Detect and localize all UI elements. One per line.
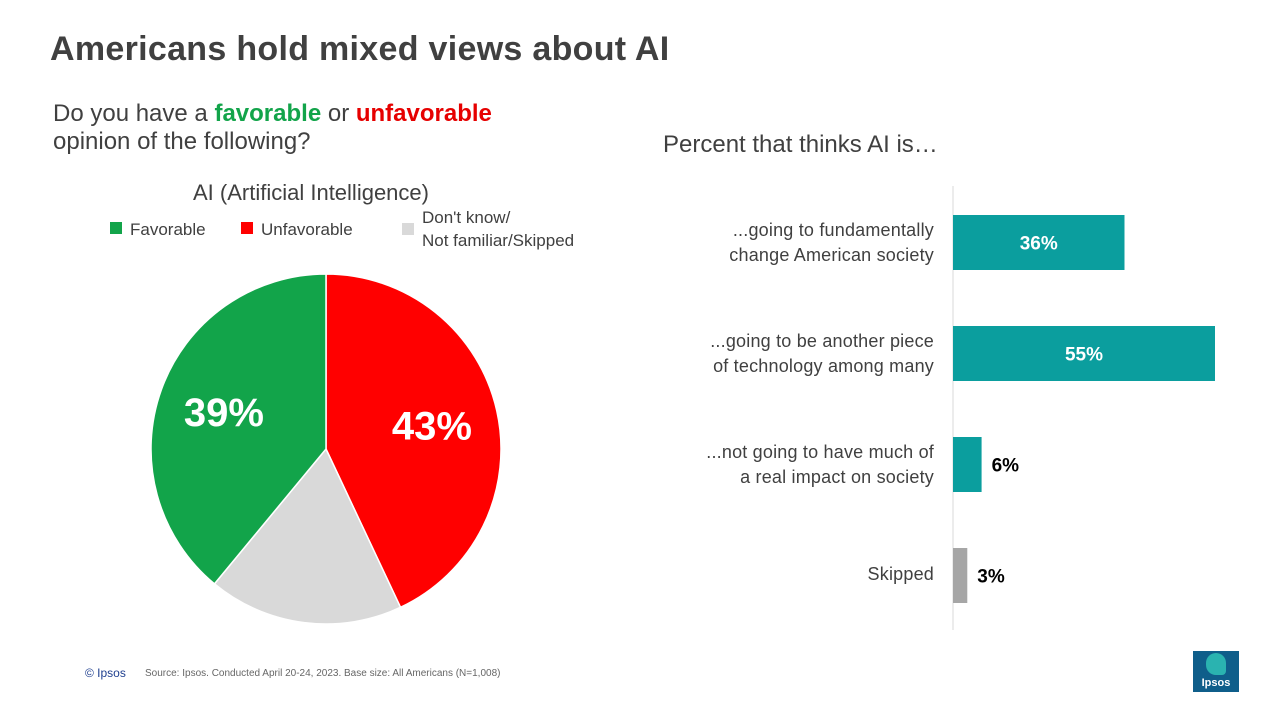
question-line2: opinion of the following? [53, 128, 311, 155]
legend-label-dont-know: Don't know/ Not familiar/Skipped [422, 206, 574, 252]
legend-label-unfavorable: Unfavorable [261, 220, 353, 239]
bar-value-label: 55% [1065, 345, 1103, 366]
legend-swatch-unfavorable [241, 222, 253, 234]
legend-swatch-dont-know [402, 223, 414, 235]
bar-value-label: 3% [977, 567, 1005, 588]
bar-category-label: Skipped [634, 562, 934, 587]
question-favorable-word: favorable [214, 100, 322, 127]
ipsos-logo: Ipsos [1193, 651, 1239, 692]
copyright-text: © Ipsos [85, 666, 126, 680]
legend-item-unfavorable: Unfavorable [241, 218, 353, 241]
legend-item-dont-know: Don't know/ Not familiar/Skipped [402, 206, 574, 252]
bar-category-label: ...going to be another piece of technolo… [634, 329, 934, 379]
bar [953, 215, 1125, 270]
bar [953, 548, 968, 603]
logo-text: Ipsos [1201, 677, 1231, 689]
question-middle: or [327, 100, 350, 127]
legend-label-dont-know-line2: Not familiar/Skipped [422, 231, 575, 250]
bar-chart-title: Percent that thinks AI is… [663, 131, 938, 158]
logo-mark-icon [1206, 653, 1226, 675]
bar [953, 326, 1215, 381]
pie-slice-label: 39% [184, 391, 264, 435]
pie-chart-title: AI (Artificial Intelligence) [193, 180, 429, 205]
bar-category-label: ...going to fundamentally change America… [634, 218, 934, 268]
bar-value-label: 36% [1020, 234, 1058, 255]
bar-category-label-line2: of technology among many [713, 356, 934, 376]
bar-category-label: ...not going to have much of a real impa… [634, 440, 934, 490]
question-unfavorable-word: unfavorable [355, 100, 492, 127]
pie-slice-label: 43% [392, 404, 472, 448]
page-title: Americans hold mixed views about AI [50, 30, 670, 68]
question-prefix: Do you have a [53, 100, 208, 127]
bar-value-label: 6% [992, 456, 1020, 477]
pie-chart: 43% 39% [150, 273, 502, 625]
pie-slice [150, 273, 327, 585]
pie-slice [213, 447, 402, 625]
bar-category-label-line2: change American society [729, 245, 934, 265]
bar-category-label-line1: ...going to fundamentally [732, 220, 934, 240]
bar-category-label-line1: ...not going to have much of [706, 442, 934, 462]
bar [953, 437, 982, 492]
bar-category-label-line1: ...going to be another piece [710, 331, 934, 351]
legend-item-favorable: Favorable [110, 218, 206, 241]
bar-category-label-line2: a real impact on society [740, 467, 934, 487]
survey-question: Do you have a favorable or unfavorable o… [53, 100, 492, 156]
pie-slice [325, 273, 502, 609]
bar-category-label-line1: Skipped [867, 564, 934, 584]
legend-label-favorable: Favorable [130, 220, 206, 239]
source-note: Source: Ipsos. Conducted April 20-24, 20… [145, 668, 501, 679]
legend-swatch-favorable [110, 222, 122, 234]
legend-label-dont-know-line1: Don't know/ [422, 208, 511, 227]
